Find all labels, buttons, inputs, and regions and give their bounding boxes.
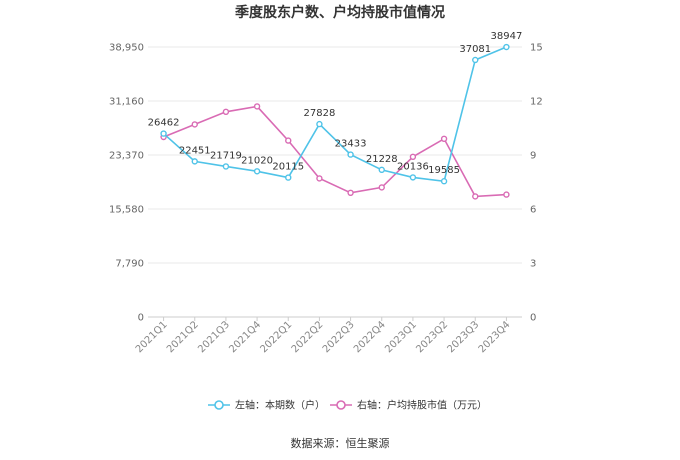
data-point <box>191 158 198 165</box>
data-label: 38947 <box>491 31 523 42</box>
legend[interactable]: 左轴：本期数（户） 右轴：户均持股市值（万元） <box>208 399 487 412</box>
data-point <box>253 103 261 110</box>
x-tick-label: 2023Q2 <box>414 319 450 355</box>
series-line-market-value <box>163 105 507 198</box>
x-axis: 2021Q12021Q22021Q32021Q42022Q12022Q22022… <box>134 317 513 355</box>
data-point <box>472 56 479 64</box>
legend-marker-icon <box>336 400 346 410</box>
left-tick-label: 15,580 <box>109 205 144 216</box>
data-point <box>253 168 261 175</box>
x-tick-label: 2022Q1 <box>259 319 295 355</box>
data-point <box>472 193 479 200</box>
data-label: 26462 <box>148 118 180 129</box>
data-point <box>316 120 323 128</box>
grid-lines <box>148 46 522 318</box>
data-point <box>285 174 292 181</box>
x-tick-label: 2021Q2 <box>165 319 201 355</box>
data-point <box>160 130 167 137</box>
right-tick-label: 12 <box>530 97 543 108</box>
data-point <box>378 166 385 174</box>
left-axis: 0 7,790 15,580 23,370 31,160 38,950 <box>109 43 144 324</box>
x-tick-label: 2022Q3 <box>321 319 357 355</box>
left-tick-label: 0 <box>138 313 144 324</box>
right-tick-label: 3 <box>530 259 536 270</box>
data-point <box>316 175 323 182</box>
data-label: 21228 <box>366 154 398 165</box>
right-tick-label: 6 <box>530 205 536 216</box>
x-tick-label: 2022Q4 <box>352 319 388 355</box>
series-line-households <box>163 46 507 183</box>
right-axis: 0 3 6 9 12 15 <box>530 43 543 324</box>
legend-item[interactable]: 右轴：户均持股市值（万元） <box>330 399 487 412</box>
left-tick-label: 31,160 <box>109 97 144 108</box>
x-tick-label: 2021Q3 <box>196 319 232 355</box>
data-label: 27828 <box>304 108 336 119</box>
right-tick-label: 0 <box>530 313 536 324</box>
data-point <box>347 151 354 158</box>
data-label: 21020 <box>241 155 273 166</box>
data-label: 22451 <box>179 145 211 156</box>
legend-label: 左轴：本期数（户） <box>235 399 325 412</box>
right-tick-label: 15 <box>530 43 543 54</box>
left-tick-label: 38,950 <box>109 43 144 54</box>
data-point <box>440 135 448 143</box>
x-tick-label: 2022Q2 <box>290 319 326 355</box>
x-tick-label: 2023Q4 <box>477 319 513 355</box>
chart-title: 季度股东户数、户均持股市值情况 <box>234 4 445 21</box>
x-tick-label: 2023Q1 <box>383 319 419 355</box>
data-label: 37081 <box>459 44 491 55</box>
x-tick-label: 2021Q1 <box>134 319 170 355</box>
legend-item[interactable]: 左轴：本期数（户） <box>208 399 325 412</box>
data-point <box>222 163 230 170</box>
data-point <box>409 153 417 161</box>
x-tick-label: 2021Q4 <box>227 319 263 355</box>
data-point <box>503 191 510 198</box>
data-label: 20136 <box>397 161 429 172</box>
data-point <box>409 174 417 181</box>
source-note: 数据来源：恒生聚源 <box>291 436 390 450</box>
data-point <box>191 121 198 128</box>
left-tick-label: 7,790 <box>115 259 144 270</box>
data-point <box>222 108 230 116</box>
x-tick-label: 2023Q3 <box>446 319 482 355</box>
legend-label: 右轴：户均持股市值（万元） <box>357 399 487 412</box>
data-point <box>440 178 448 185</box>
right-tick-label: 9 <box>530 151 536 162</box>
data-point <box>347 189 354 197</box>
data-point <box>285 137 292 144</box>
data-label: 21719 <box>210 150 242 161</box>
data-label: 23433 <box>335 139 367 150</box>
data-point <box>503 43 510 51</box>
legend-marker-icon <box>214 400 224 410</box>
data-label: 20115 <box>272 162 304 173</box>
data-label: 19585 <box>428 165 460 176</box>
left-tick-label: 23,370 <box>109 151 144 162</box>
data-point <box>378 184 385 191</box>
